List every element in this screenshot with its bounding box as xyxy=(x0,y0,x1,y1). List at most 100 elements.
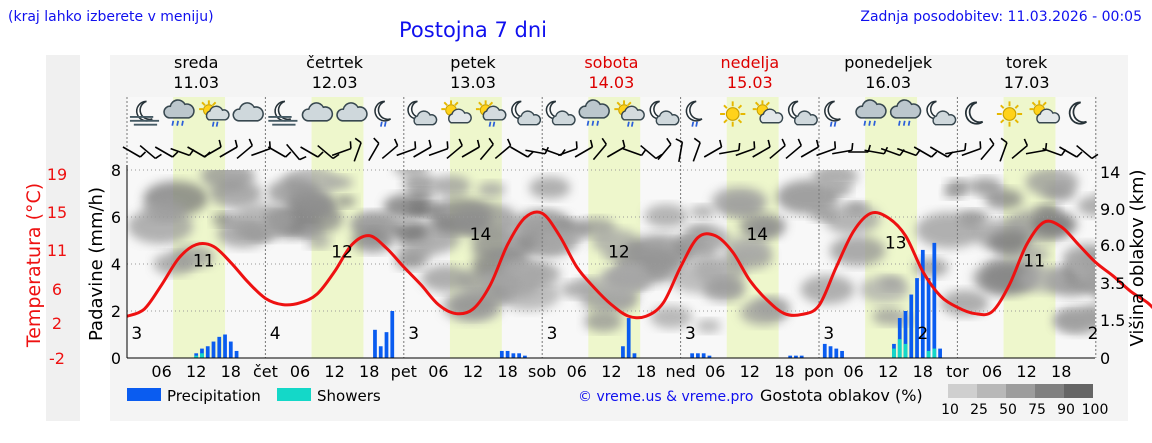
precip-bar xyxy=(373,329,377,358)
wind-barb xyxy=(913,146,938,158)
location-hint[interactable]: (kraj lahko izberete v meniju) xyxy=(8,9,214,25)
wind-shaft xyxy=(219,146,238,158)
cloud-density-patch xyxy=(946,179,972,194)
wind-barb xyxy=(139,144,162,160)
credit-link[interactable]: © vreme.us & vreme.pro xyxy=(578,389,753,405)
wind-shaft xyxy=(913,146,932,158)
wind-shaft xyxy=(541,147,562,157)
wind-shaft xyxy=(331,147,352,157)
wind-flag xyxy=(218,139,222,148)
wind-flag xyxy=(299,155,307,161)
precip-tick: 0 xyxy=(111,349,121,368)
cloud-density-patch xyxy=(968,177,1003,196)
wind-shaft xyxy=(880,147,901,157)
wind-flag xyxy=(488,137,494,145)
hour-tick: 06 xyxy=(151,362,171,381)
chart-title: Postojna 7 dni xyxy=(399,18,547,42)
cloud-density-patch xyxy=(421,265,471,292)
temp-max-label: 11 xyxy=(1023,252,1045,272)
cloud-density-patch xyxy=(477,181,506,198)
cloud-density-patch xyxy=(431,175,471,197)
cloud-density-patch xyxy=(623,276,650,290)
wind-barb xyxy=(461,139,481,158)
precip-bar xyxy=(517,353,522,358)
hour-tick: 12 xyxy=(878,362,898,381)
temp-min-label: 3 xyxy=(131,324,142,344)
wind-barb xyxy=(446,138,463,160)
density-swatch xyxy=(977,384,1006,398)
precip-bar xyxy=(690,353,695,358)
last-updated: Zadnja posodobitev: 11.03.2026 - 00:05 xyxy=(860,9,1142,25)
cloud-density-patch xyxy=(1035,204,1061,218)
legend-showers-swatch xyxy=(277,388,311,401)
wind-barb xyxy=(413,139,432,158)
wind-flag xyxy=(930,151,938,158)
cloud-density-patch xyxy=(299,196,332,214)
wind-shaft xyxy=(479,143,494,161)
wind-shaft xyxy=(961,147,981,157)
precip-tick: 2 xyxy=(111,302,121,321)
day-date: 14.03 xyxy=(588,73,634,92)
wind-barb xyxy=(381,138,399,160)
cloud-density-patch xyxy=(1017,266,1066,292)
temperature-tick: -2 xyxy=(49,349,65,368)
precip-bar xyxy=(511,353,516,358)
precip-bar xyxy=(632,353,637,358)
wind-flag xyxy=(506,138,512,146)
legend-precip-swatch xyxy=(127,388,161,401)
wind-flag xyxy=(601,137,607,145)
wind-shaft xyxy=(657,143,672,161)
precip-bar xyxy=(701,353,706,358)
wind-flag xyxy=(393,138,399,146)
density-level: 10 xyxy=(941,402,959,418)
wind-barb xyxy=(300,146,324,158)
precip-bar xyxy=(523,355,527,358)
precip-bar xyxy=(626,318,631,358)
wind-shaft xyxy=(525,149,546,155)
wind-shaft xyxy=(800,146,819,158)
hour-tick: 06 xyxy=(843,362,863,381)
cloud-density-patch xyxy=(1025,247,1050,261)
day-abbrev: pet xyxy=(391,362,417,381)
wind-shaft xyxy=(353,142,362,162)
temp-max-label: 12 xyxy=(331,243,353,263)
cloud-density-patch xyxy=(711,186,768,217)
wind-barb xyxy=(785,138,803,160)
hour-tick: 12 xyxy=(324,362,344,381)
cloud-height-axis-title: Višina oblakov (km) xyxy=(1127,169,1148,346)
precip-axis-title: Padavine (mm/h) xyxy=(86,187,107,341)
precip-bar xyxy=(788,355,793,358)
temp-max-label: 11 xyxy=(193,252,215,272)
wind-shaft xyxy=(752,146,771,158)
wind-shaft xyxy=(368,142,380,162)
day-date: 15.03 xyxy=(727,73,773,92)
day-name: torek xyxy=(1006,53,1048,72)
cloud-density-patch xyxy=(328,175,354,190)
day-name: petek xyxy=(450,53,496,72)
showers-bar xyxy=(926,350,931,358)
wind-shaft xyxy=(816,147,836,157)
cloud-density-patch xyxy=(448,292,498,319)
wind-shaft xyxy=(622,147,642,157)
cloud-density-patch xyxy=(306,235,332,249)
precip-bar xyxy=(799,355,804,358)
temp-min-label: 2 xyxy=(917,324,928,344)
showers-bar xyxy=(200,353,204,358)
temp-max-label: 14 xyxy=(746,225,768,245)
precip-bar xyxy=(378,346,383,358)
density-level: 75 xyxy=(1028,402,1046,418)
wind-barb xyxy=(800,139,820,158)
wind-flag xyxy=(753,141,756,149)
temp-max-label: 14 xyxy=(470,225,492,245)
wind-flag xyxy=(248,138,254,146)
temp-min-label: 4 xyxy=(270,324,281,344)
cloud-density-patch xyxy=(171,245,215,269)
cloud-density-patch xyxy=(391,221,428,242)
wind-barb xyxy=(622,147,647,157)
left-panel xyxy=(46,55,80,421)
hour-tick: 06 xyxy=(290,362,310,381)
wind-flag xyxy=(666,137,672,145)
showers-bar xyxy=(903,343,908,358)
temp-min-label: 3 xyxy=(547,324,558,344)
wind-shaft xyxy=(317,144,334,160)
